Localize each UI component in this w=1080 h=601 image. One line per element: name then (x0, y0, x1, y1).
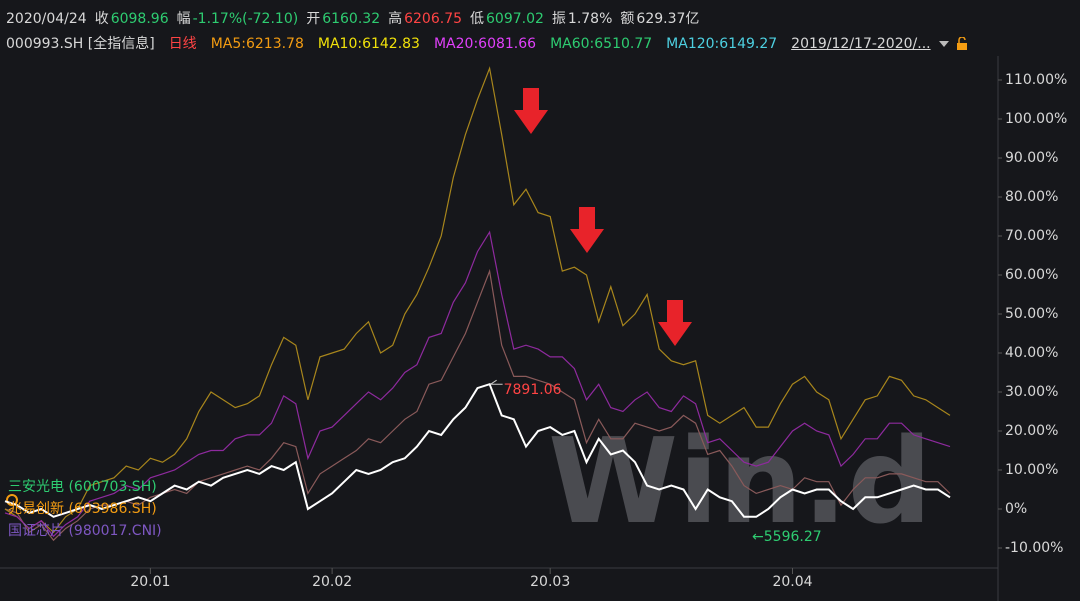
arrow (570, 207, 604, 253)
indicator: 2019/12/17-2020/... (791, 36, 931, 52)
y-tick-label: 0% (1005, 501, 1027, 517)
y-tick-label: 110.00% (1005, 72, 1067, 88)
quote-label: 低 (470, 11, 485, 27)
quote-value: 6206.75 (404, 11, 463, 27)
quote-label: 开 (306, 11, 321, 27)
indicator: 000993.SH [全指信息] (6, 36, 155, 52)
quote-value: 6160.32 (322, 11, 381, 27)
quote-label: 振 (551, 11, 566, 27)
legend-entry: 国证芯片 (980017.CNI) (8, 523, 162, 539)
y-tick-label: 40.00% (1005, 345, 1058, 361)
y-tick-label: 30.00% (1005, 384, 1058, 400)
arrows (514, 88, 692, 346)
series-line (4, 230, 951, 538)
annotation: ←5596.27 (752, 529, 822, 545)
y-tick-label: 60.00% (1005, 267, 1058, 283)
x-tick-label: 20.04 (772, 574, 812, 590)
quote-value: 6097.02 (486, 11, 544, 27)
x-tick-label: 20.02 (312, 574, 352, 590)
indicator: MA10:6142.83 (317, 36, 420, 52)
indicator: MA120:6149.27 (666, 36, 778, 52)
y-tick-label: 10.00% (1005, 462, 1058, 478)
legend-entry: 三安光电 (600703.SH) (8, 479, 157, 495)
menu-icons[interactable] (937, 36, 971, 52)
arrow (658, 300, 692, 346)
indicator: MA60:6510.77 (550, 36, 653, 52)
series-line (4, 382, 951, 518)
indicator: 日线 (168, 36, 197, 52)
x-tick-label: 20.01 (130, 574, 170, 590)
y-tick-label: 90.00% (1005, 150, 1058, 166)
y-tick-label: 20.00% (1005, 423, 1058, 439)
annotation-pointer (490, 379, 503, 385)
quote-value: 629.37亿 (636, 11, 700, 27)
x-tick-label: 20.03 (530, 574, 570, 590)
quote-value: -1.17%(-72.10) (192, 11, 299, 27)
annotation: 7891.06 (504, 382, 562, 398)
y-tick-label: 70.00% (1005, 228, 1058, 244)
quote-label: 幅 (176, 11, 191, 27)
quote-bar: 2020/04/24 收 6098.96 幅 -1.17%(-72.10) 开 6160.3… (6, 8, 707, 28)
legend-icon (6, 494, 18, 506)
y-tick-label: 50.00% (1005, 306, 1058, 322)
indicator: MA5:6213.78 (210, 36, 304, 52)
y-tick-label: -10.00% (1005, 540, 1063, 556)
quote-label: 高 (388, 11, 403, 27)
indicator-bar: 000993.SH [全指信息] 日线 MA5:6213.78 MA10:6142.8… (6, 33, 979, 53)
series-line (4, 66, 951, 534)
indicator: MA20:6081.66 (433, 36, 537, 52)
quote-value: 1.78% (567, 11, 613, 27)
quote-label: 额 (620, 11, 635, 27)
quote-label: 收 (94, 11, 109, 27)
quote-value: 6098.96 (110, 11, 169, 27)
watermark: Win.d (548, 412, 932, 550)
date: 2020/04/24 (6, 11, 87, 27)
arrow (514, 88, 548, 134)
y-tick-label: 80.00% (1005, 189, 1058, 205)
legend-entry: 兆易创新 (603986.SH) (8, 501, 157, 517)
y-tick-label: 100.00% (1005, 111, 1067, 127)
